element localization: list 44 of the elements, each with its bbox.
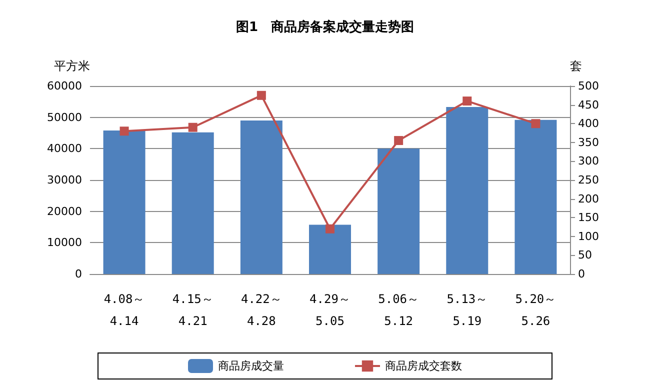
- y2-tick-label: 300: [578, 154, 599, 168]
- x-tick-label: 4.08～ 4.14: [104, 292, 145, 328]
- x-tick-label: 5.20～ 5.26: [515, 292, 556, 328]
- y2-tick-label: 50: [578, 248, 592, 262]
- y2-tick-label: 400: [578, 117, 599, 130]
- y-tick-label: 10000: [47, 236, 82, 250]
- y-tick-label: 30000: [47, 174, 82, 186]
- point: [326, 224, 334, 234]
- bar: [240, 120, 282, 274]
- bar: [514, 120, 557, 274]
- y2-tick-label: 0: [578, 268, 585, 280]
- y2-tick-label: 250: [578, 174, 599, 186]
- y-tick-label: 50000: [47, 110, 82, 124]
- legend-label: 商品房成交套数: [385, 360, 462, 372]
- x-tick-label: 4.22～ 4.28: [240, 292, 282, 328]
- y2-tick-label: 500: [578, 80, 599, 92]
- bar: [446, 106, 488, 274]
- bar: [378, 148, 420, 274]
- point: [531, 119, 540, 128]
- x-tick-label: 5.13～ 5.19: [446, 292, 488, 328]
- y-tick-label: 20000: [47, 204, 82, 218]
- y2-tick-label: 450: [578, 98, 599, 112]
- x-tick-label: 4.15～ 4.21: [172, 292, 214, 328]
- point: [188, 122, 198, 132]
- point: [256, 90, 266, 100]
- y2-tick-label: 200: [578, 192, 599, 206]
- y2-tick-label: 100: [578, 230, 599, 243]
- point: [120, 126, 129, 136]
- y2-tick-label: 150: [578, 211, 599, 224]
- bar: [309, 224, 351, 274]
- x-tick-label: 4.29～ 5.05: [310, 292, 350, 328]
- bar: [103, 130, 146, 274]
- x-tick-label: 5.06～ 5.12: [378, 292, 420, 328]
- y-tick-label: 0: [75, 268, 82, 280]
- y-tick-label: 60000: [47, 80, 82, 92]
- y2-tick-label: 350: [578, 136, 599, 149]
- point: [394, 136, 404, 146]
- chart-title: 图1 商品房备案成交量走势图: [236, 19, 414, 35]
- point: [462, 96, 472, 106]
- y2-axis-title: 套: [570, 59, 582, 73]
- bar: [172, 132, 214, 274]
- legend-label: 商品房成交量: [218, 360, 284, 372]
- y-tick-label: 40000: [47, 142, 82, 156]
- y-axis-title: 平方米: [54, 59, 90, 73]
